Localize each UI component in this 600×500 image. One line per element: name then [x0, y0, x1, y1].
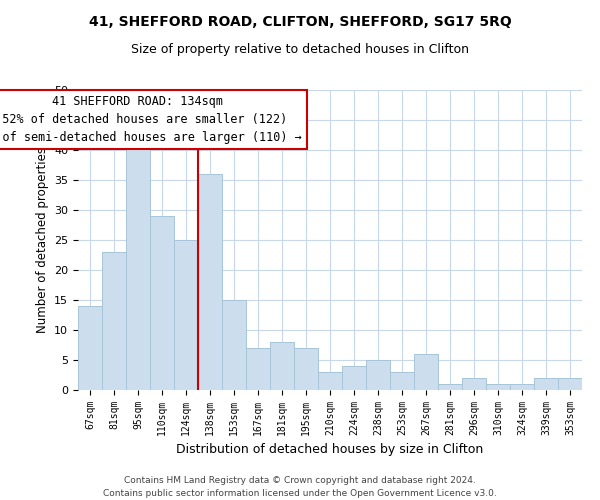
- Bar: [534, 378, 558, 390]
- Bar: [198, 174, 222, 390]
- Bar: [414, 354, 438, 390]
- Text: Contains public sector information licensed under the Open Government Licence v3: Contains public sector information licen…: [103, 489, 497, 498]
- Bar: [174, 240, 198, 390]
- Bar: [390, 372, 414, 390]
- Bar: [342, 366, 366, 390]
- Bar: [462, 378, 486, 390]
- Bar: [318, 372, 342, 390]
- Bar: [294, 348, 318, 390]
- X-axis label: Distribution of detached houses by size in Clifton: Distribution of detached houses by size …: [176, 444, 484, 456]
- Bar: [510, 384, 534, 390]
- Bar: [438, 384, 462, 390]
- Text: Contains HM Land Registry data © Crown copyright and database right 2024.: Contains HM Land Registry data © Crown c…: [124, 476, 476, 485]
- Text: 41, SHEFFORD ROAD, CLIFTON, SHEFFORD, SG17 5RQ: 41, SHEFFORD ROAD, CLIFTON, SHEFFORD, SG…: [89, 15, 511, 29]
- Bar: [246, 348, 270, 390]
- Bar: [102, 252, 126, 390]
- Bar: [126, 144, 150, 390]
- Bar: [150, 216, 174, 390]
- Bar: [78, 306, 102, 390]
- Text: Size of property relative to detached houses in Clifton: Size of property relative to detached ho…: [131, 42, 469, 56]
- Bar: [486, 384, 510, 390]
- Bar: [558, 378, 582, 390]
- Y-axis label: Number of detached properties: Number of detached properties: [35, 147, 49, 333]
- Text: 41 SHEFFORD ROAD: 134sqm
← 52% of detached houses are smaller (122)
47% of semi-: 41 SHEFFORD ROAD: 134sqm ← 52% of detach…: [0, 95, 302, 144]
- Bar: [222, 300, 246, 390]
- Bar: [366, 360, 390, 390]
- Bar: [270, 342, 294, 390]
